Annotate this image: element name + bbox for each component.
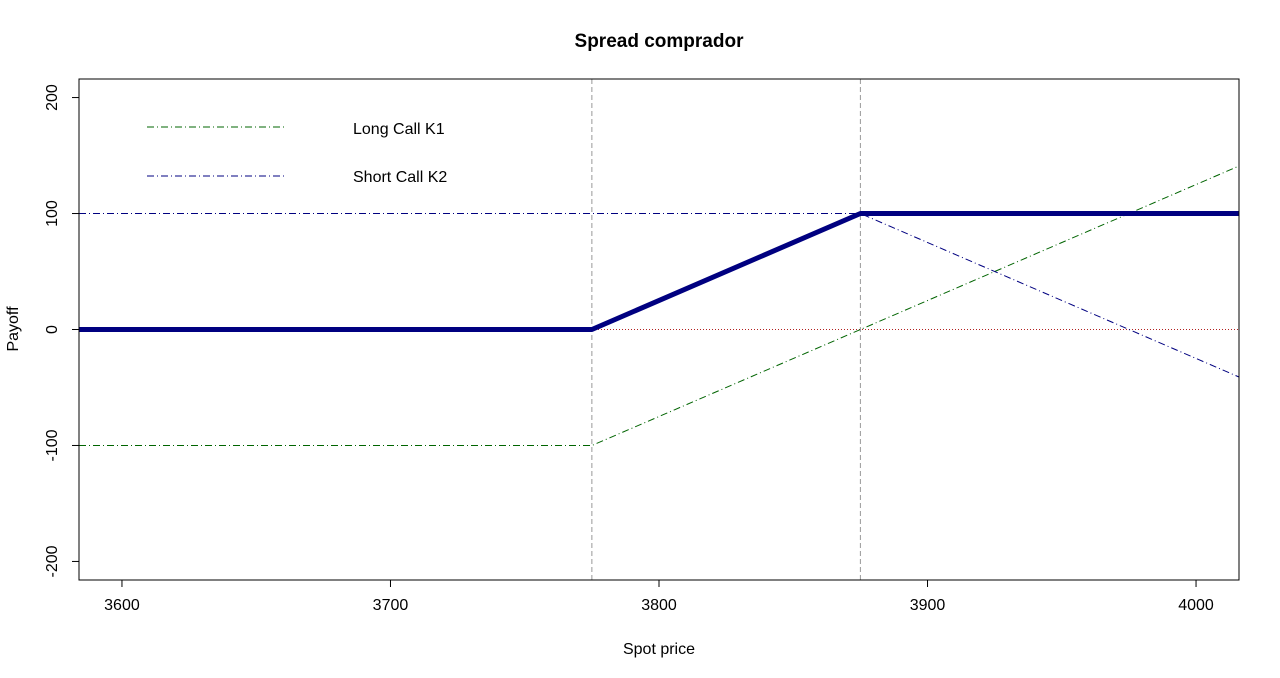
chart-title: Spread comprador [575, 31, 745, 52]
y-tick-label: 200 [44, 84, 61, 111]
y-tick-label: -100 [44, 429, 61, 461]
y-tick-label: 100 [44, 200, 61, 227]
x-axis: 3600 3700 3800 3900 4000 [104, 580, 1214, 614]
x-tick-label: 3900 [910, 597, 946, 614]
y-axis-label: Payoff [5, 306, 22, 352]
legend-label-long-call: Long Call K1 [353, 121, 445, 138]
x-tick-label: 3600 [104, 597, 140, 614]
series-line-long-call-k1 [79, 165, 1240, 446]
x-tick-label: 3800 [641, 597, 677, 614]
series-line-short-call-k2 [79, 213, 1240, 378]
x-axis-label: Spot price [623, 641, 695, 658]
legend-label-short-call: Short Call K2 [353, 169, 447, 186]
series-line-spread-payoff [79, 211, 1239, 332]
legend: Long Call K1 Short Call K2 [147, 121, 447, 186]
y-axis: -200 -100 0 100 200 [44, 84, 79, 577]
series-layer [79, 165, 1240, 446]
x-tick-label: 3700 [373, 597, 409, 614]
y-tick-label: -200 [44, 545, 61, 577]
x-tick-label: 4000 [1178, 597, 1214, 614]
y-tick-label: 0 [44, 325, 61, 334]
